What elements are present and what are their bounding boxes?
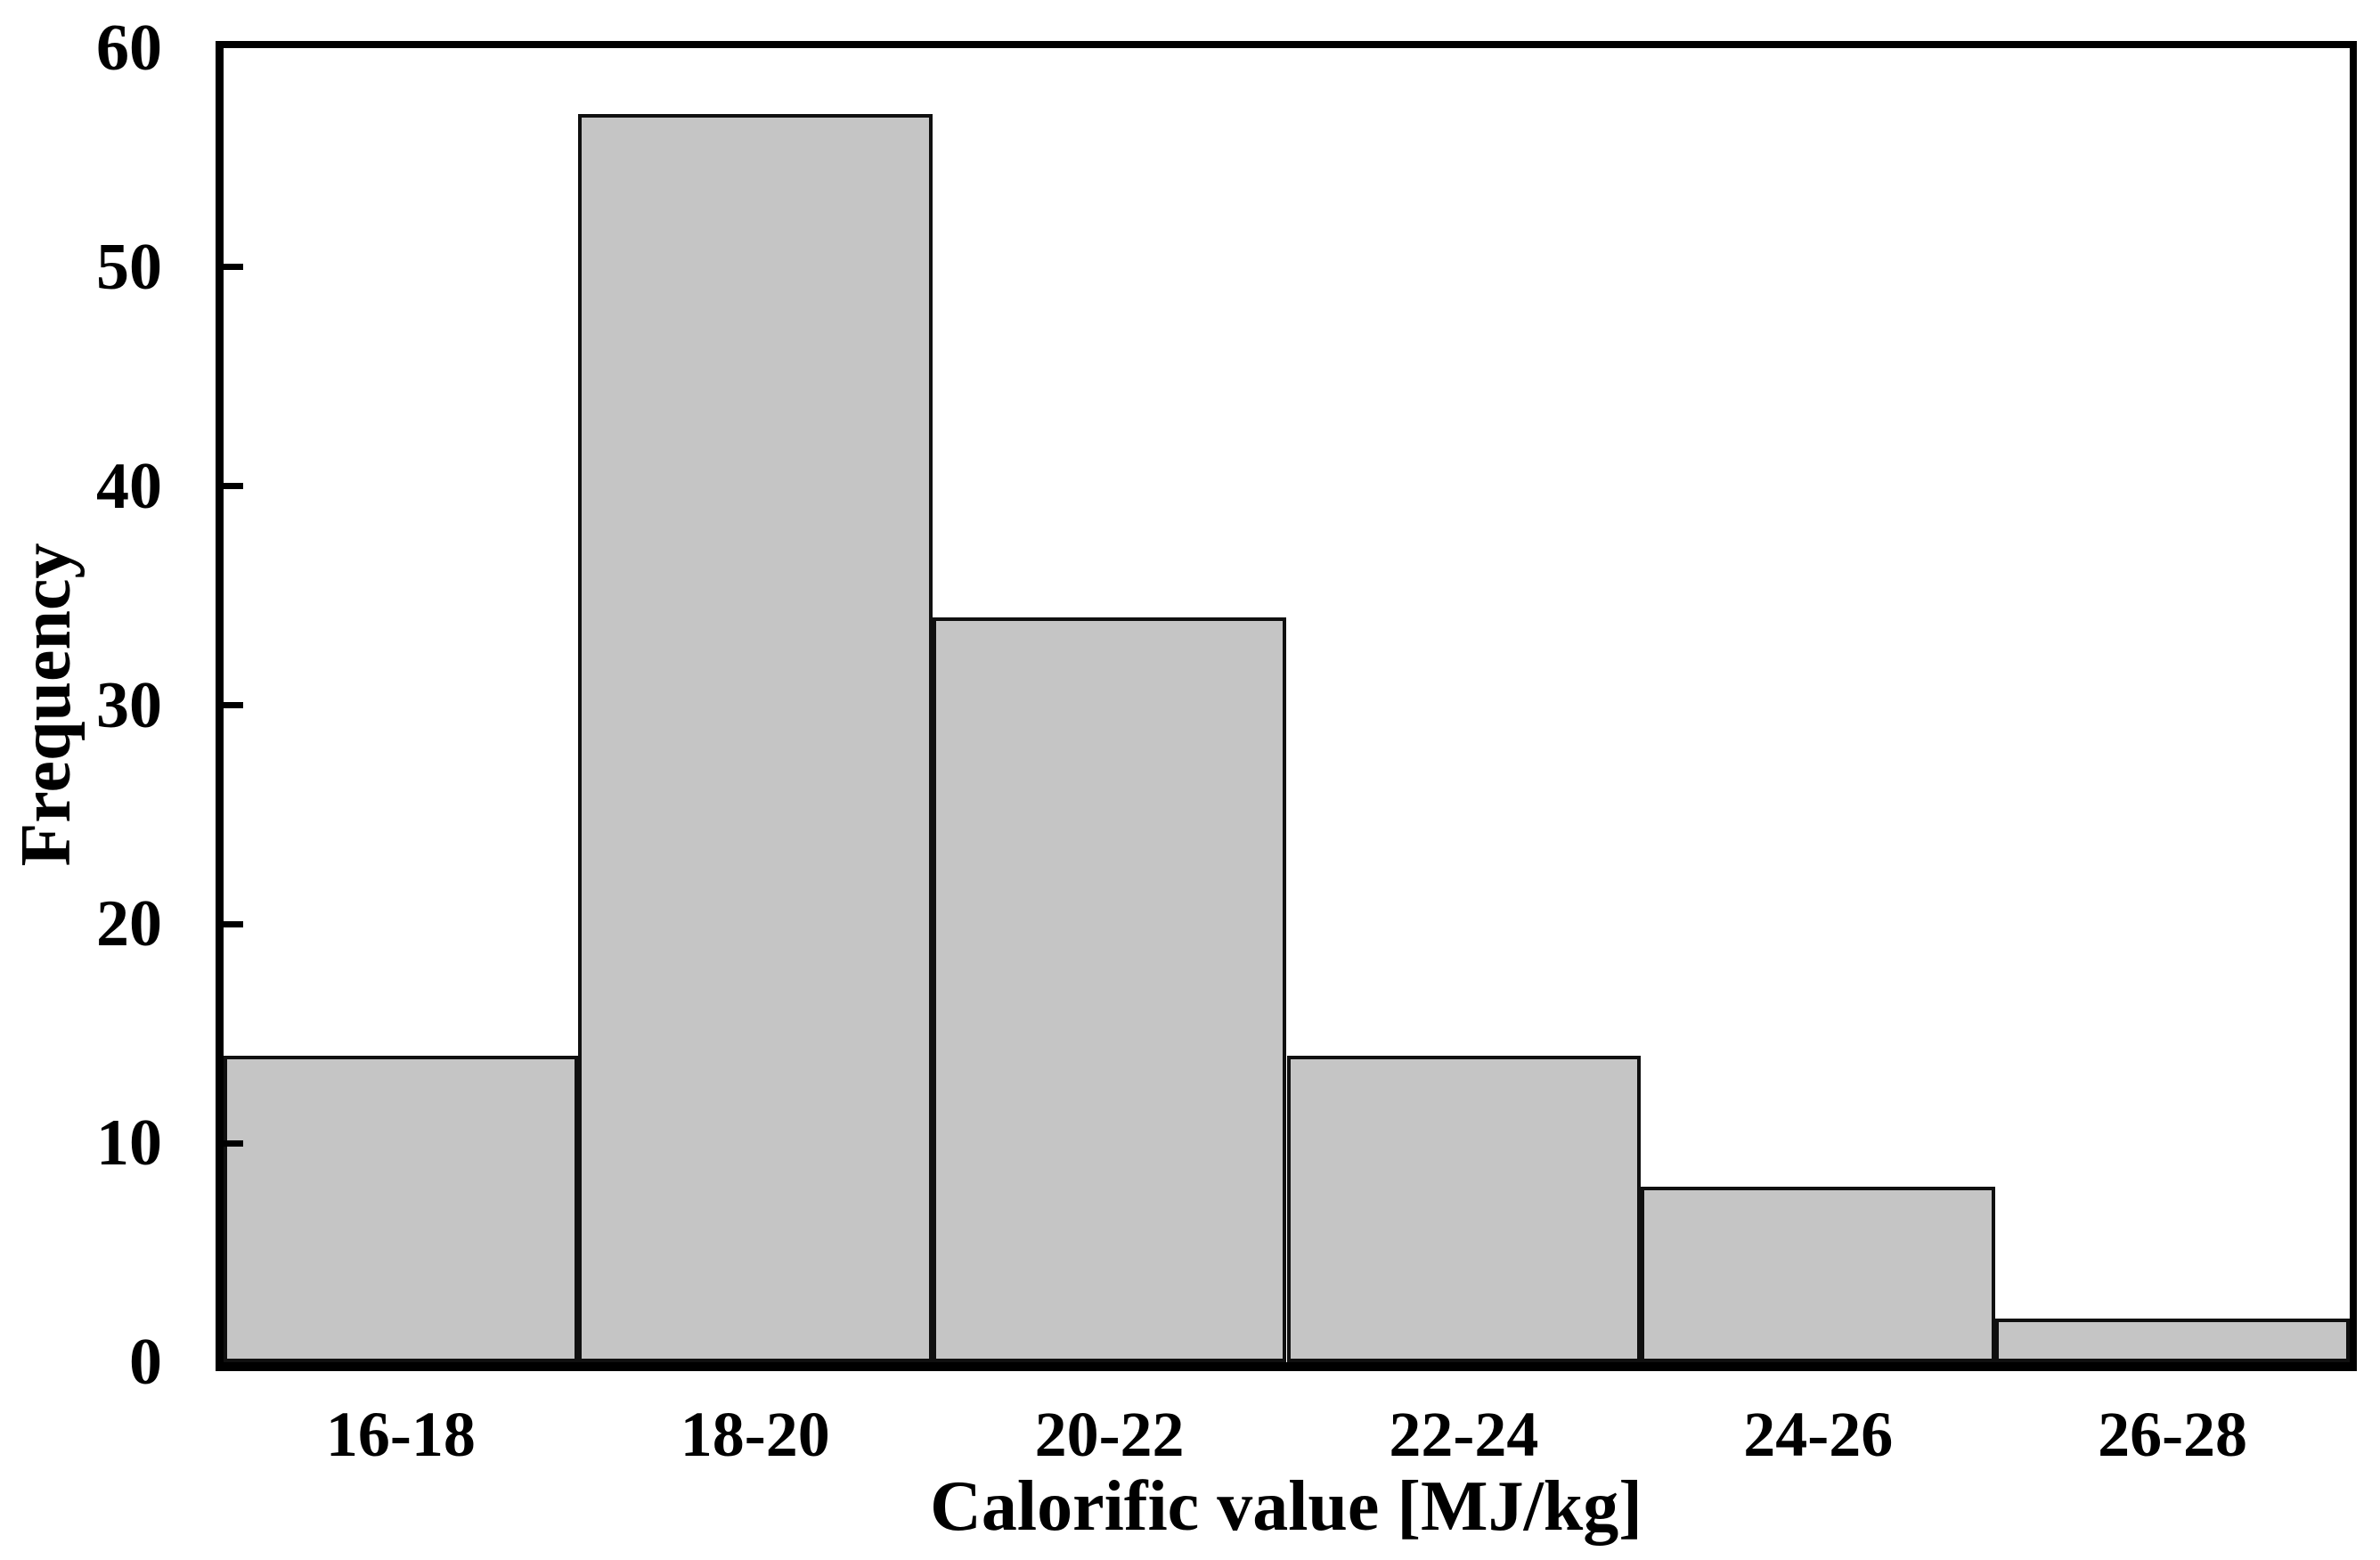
histogram-bar-22-24 [1286,1055,1642,1362]
histogram-bar-26-28 [1995,1318,2350,1362]
x-axis-title: Calorific value [MJ/kg] [930,1467,1642,1546]
plot-area [216,41,2357,1371]
y-axis-tick [224,702,243,708]
y-tick-label: 30 [96,668,162,742]
x-tick-label: 18-20 [680,1399,830,1470]
histogram-bar-24-26 [1641,1187,1996,1362]
x-tick-label: 26-28 [2098,1399,2248,1470]
y-tick-label: 20 [96,887,162,961]
histogram-bar-20-22 [932,617,1287,1362]
y-axis-tick [224,264,243,271]
y-tick-label: 10 [96,1107,162,1180]
x-tick-label: 16-18 [325,1399,476,1470]
y-axis-tick [224,1139,243,1147]
histogram-bar-18-20 [577,113,933,1362]
y-tick-label: 40 [96,449,162,523]
x-tick-label: 24-26 [1743,1399,1894,1470]
x-tick-label: 22-24 [1389,1399,1539,1470]
y-tick-label: 60 [96,12,162,85]
x-tick-label: 20-22 [1034,1399,1185,1470]
histogram-bar-16-18 [224,1055,578,1362]
y-tick-label: 50 [96,230,162,304]
y-axis-tick [224,920,243,927]
y-axis-tick [224,483,243,490]
y-tick-label: 0 [129,1326,162,1399]
